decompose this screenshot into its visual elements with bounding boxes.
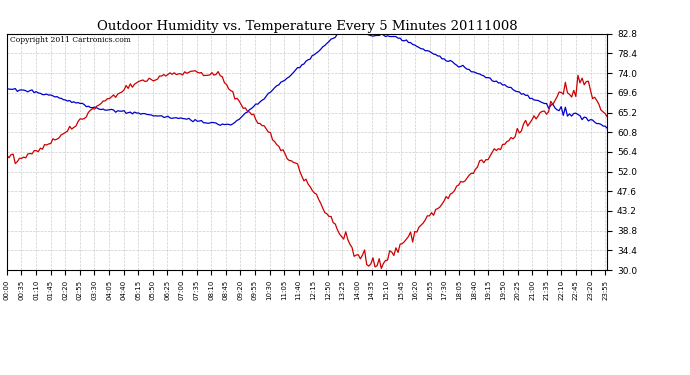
Title: Outdoor Humidity vs. Temperature Every 5 Minutes 20111008: Outdoor Humidity vs. Temperature Every 5… [97,20,518,33]
Text: Copyright 2011 Cartronics.com: Copyright 2011 Cartronics.com [10,36,131,44]
